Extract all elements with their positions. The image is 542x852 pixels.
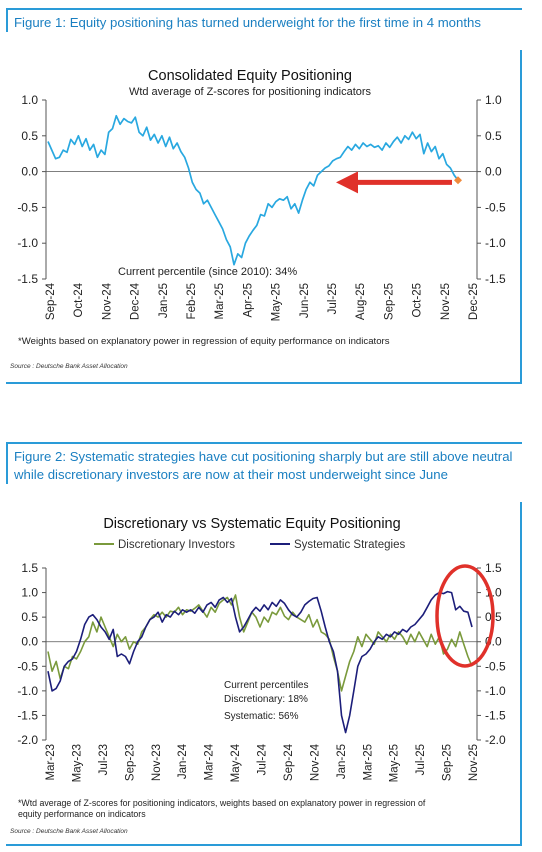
y-tick-label: 0.0 bbox=[21, 165, 38, 179]
figure-1-frame bbox=[6, 50, 522, 384]
x-tick-label: Nov-24 bbox=[101, 282, 113, 320]
figure-2-frame bbox=[6, 502, 522, 846]
percentile-annotation-discretionary: Discretionary: 18% bbox=[224, 694, 308, 705]
x-tick-label: Mar-24 bbox=[204, 743, 216, 780]
x-tick-label: Aug-25 bbox=[355, 283, 367, 320]
x-tick-label: Sep-25 bbox=[442, 744, 454, 781]
x-tick-label: Nov-23 bbox=[151, 744, 163, 781]
percentile-annotation: Current percentile (since 2010): 34% bbox=[118, 266, 297, 278]
x-tick-label: Mar-25 bbox=[214, 283, 226, 319]
x-tick-label: Jun-25 bbox=[299, 283, 311, 318]
x-tick-label: May-23 bbox=[71, 744, 83, 782]
y-tick-label: 0.5 bbox=[21, 610, 38, 624]
chart-title: Consolidated Equity Positioning bbox=[148, 68, 352, 84]
y-tick-label: -1.0 bbox=[17, 236, 38, 250]
y-tick-label: -1.5 bbox=[17, 272, 38, 286]
chart-subtitle: Wtd average of Z-scores for positioning … bbox=[129, 86, 372, 98]
y-tick-label-right: -1.0 bbox=[485, 684, 506, 698]
y-tick-label-right: -1.0 bbox=[485, 236, 506, 250]
y-tick-label: 1.0 bbox=[21, 93, 38, 107]
x-tick-label: May-25 bbox=[271, 283, 283, 321]
percentile-annotation-title: Current percentiles bbox=[224, 680, 308, 691]
last-point-marker bbox=[454, 176, 462, 185]
y-tick-label-right: 1.5 bbox=[485, 561, 502, 575]
x-tick-label: Jul-23 bbox=[98, 744, 110, 775]
x-tick-label: Jul-25 bbox=[327, 283, 339, 314]
figure-2-heading: Figure 2: Systematic strategies have cut… bbox=[6, 442, 522, 484]
y-tick-label-right: -1.5 bbox=[485, 272, 506, 286]
figure-2: Figure 2: Systematic strategies have cut… bbox=[0, 442, 542, 852]
percentile-annotation-systematic: Systematic: 56% bbox=[224, 711, 299, 722]
x-tick-label: Sep-24 bbox=[45, 282, 57, 320]
chart-footnote: *Wtd average of Z-scores for positioning… bbox=[18, 798, 426, 819]
series-line-0 bbox=[47, 114, 459, 266]
x-tick-label: Mar-23 bbox=[45, 744, 57, 780]
legend-label: Discretionary Investors bbox=[118, 539, 235, 551]
y-tick-label: -0.5 bbox=[17, 200, 38, 214]
x-tick-label: Nov-25 bbox=[440, 283, 452, 320]
y-tick-label: 1.0 bbox=[21, 586, 38, 600]
figure-1-heading: Figure 1: Equity positioning has turned … bbox=[6, 8, 522, 32]
figure-2-source: Source : Deutsche Bank Asset Allocation bbox=[10, 828, 128, 835]
series-line-systematic-strategies bbox=[47, 590, 473, 734]
y-tick-label-right: 0.0 bbox=[485, 165, 502, 179]
y-tick-label-right: 1.0 bbox=[485, 93, 502, 107]
y-tick-label: -1.5 bbox=[17, 708, 38, 722]
y-tick-label: -0.5 bbox=[17, 659, 38, 673]
legend-label: Systematic Strategies bbox=[294, 539, 405, 551]
x-tick-label: May-25 bbox=[389, 744, 401, 782]
x-tick-label: Jan-25 bbox=[336, 744, 348, 779]
x-tick-label: Jul-25 bbox=[415, 744, 427, 775]
figure-2-chart: Discretionary vs Systematic Equity Posit… bbox=[17, 516, 506, 819]
y-tick-label: 1.5 bbox=[21, 561, 38, 575]
x-tick-label: May-24 bbox=[230, 743, 242, 782]
chart-title: Discretionary vs Systematic Equity Posit… bbox=[103, 516, 400, 532]
x-tick-label: Nov-25 bbox=[468, 744, 480, 781]
x-tick-label: Jan-25 bbox=[158, 283, 170, 318]
x-tick-label: Jan-24 bbox=[177, 743, 189, 779]
y-tick-label-right: -0.5 bbox=[485, 659, 506, 673]
x-tick-label: Sep-24 bbox=[283, 743, 295, 781]
y-tick-label: -2.0 bbox=[17, 733, 38, 747]
x-tick-label: Mar-25 bbox=[362, 744, 374, 780]
x-tick-label: Apr-25 bbox=[242, 283, 254, 318]
x-tick-label: Oct-25 bbox=[412, 283, 424, 318]
figure-1-chart: Consolidated Equity Positioning Wtd aver… bbox=[17, 68, 506, 347]
y-tick-label-right: -2.0 bbox=[485, 733, 506, 747]
x-tick-label: Nov-24 bbox=[309, 743, 321, 781]
figure-1: Figure 1: Equity positioning has turned … bbox=[0, 8, 542, 384]
x-tick-label: Sep-23 bbox=[124, 744, 136, 781]
y-tick-label-right: 0.5 bbox=[485, 129, 502, 143]
series-line-discretionary-investors bbox=[47, 594, 473, 692]
y-tick-label: 0.0 bbox=[21, 635, 38, 649]
highlight-circle bbox=[435, 564, 495, 668]
arrow-head bbox=[336, 171, 358, 194]
x-tick-label: Feb-25 bbox=[186, 283, 198, 319]
y-tick-label-right: -1.5 bbox=[485, 708, 506, 722]
y-tick-label: 0.5 bbox=[21, 129, 38, 143]
figure-1-source: Source : Deutsche Bank Asset Allocation bbox=[10, 363, 128, 370]
x-tick-label: Dec-25 bbox=[468, 283, 480, 320]
y-tick-label: -1.0 bbox=[17, 684, 38, 698]
x-tick-label: Oct-24 bbox=[73, 282, 85, 317]
y-tick-label-right: -0.5 bbox=[485, 200, 506, 214]
x-tick-label: Dec-24 bbox=[130, 282, 142, 320]
x-tick-label: Sep-25 bbox=[383, 283, 395, 320]
x-tick-label: Jul-24 bbox=[257, 743, 269, 775]
chart-footnote: *Weights based on explanatory power in r… bbox=[18, 336, 390, 347]
